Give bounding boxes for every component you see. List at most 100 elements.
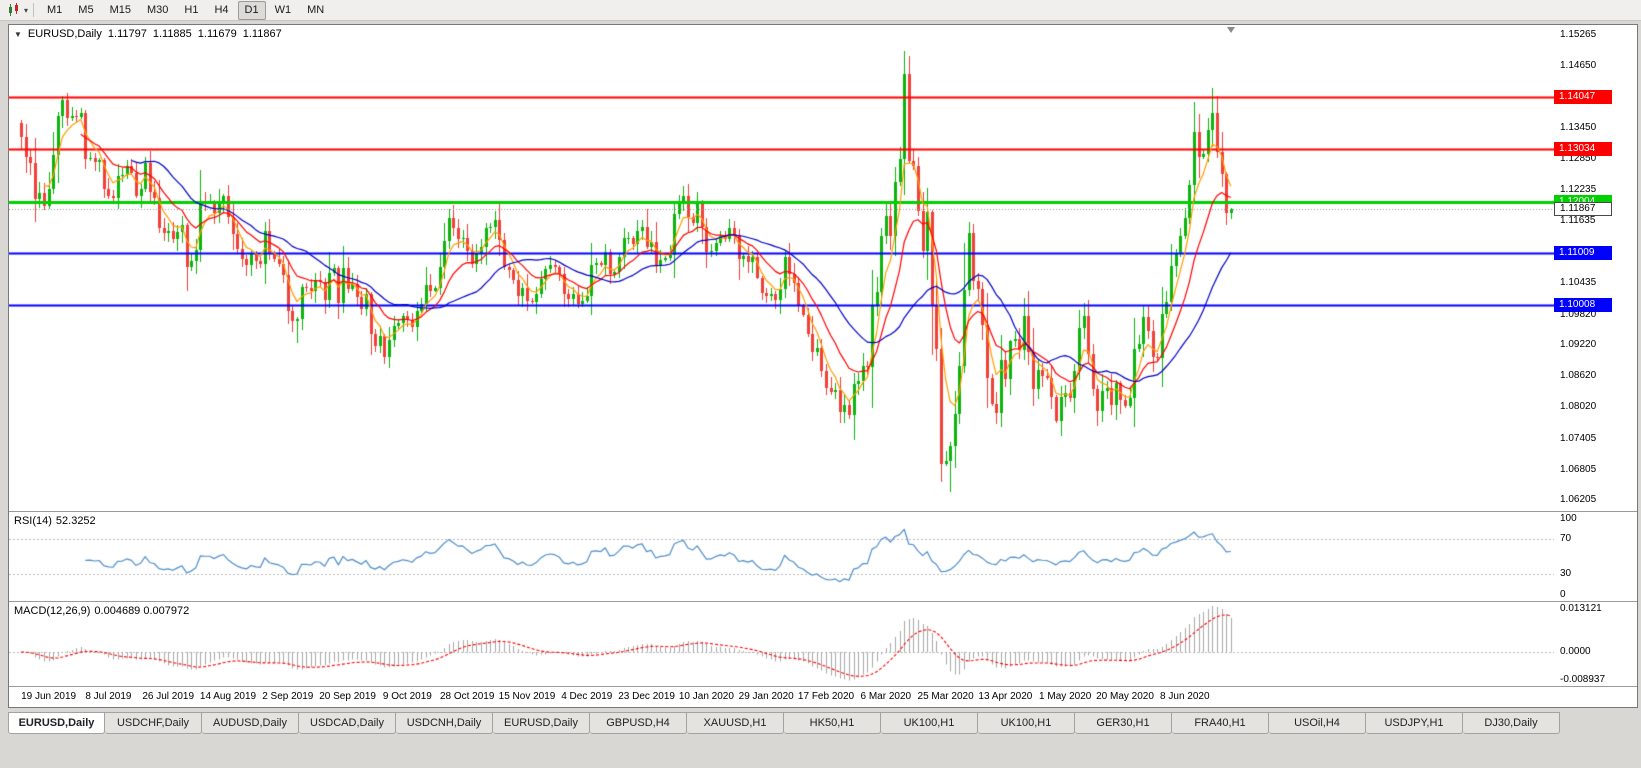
date-axis-label: 8 Jun 2020 [1160, 691, 1210, 702]
chart-tab-uk100-h1[interactable]: UK100,H1 [881, 712, 978, 734]
timeframe-button-m1[interactable]: M1 [47, 3, 63, 16]
rsi-axis-label: 0 [1560, 589, 1566, 600]
price-axis-label: 1.07405 [1560, 432, 1597, 444]
date-axis-label: 9 Oct 2019 [382, 691, 432, 702]
price-axis-label: 1.14650 [1560, 60, 1597, 72]
timeframe-button-m15[interactable]: M15 [109, 3, 131, 16]
timeframe-button-w1[interactable]: W1 [274, 3, 292, 16]
toolbar-separator [33, 3, 35, 17]
price-axis-label: 1.13450 [1560, 121, 1597, 133]
chart-tab-gbpusd-h4[interactable]: GBPUSD,H4 [590, 712, 687, 734]
rsi-name: RSI(14) [14, 515, 52, 527]
chart-type-icon[interactable] [4, 2, 24, 18]
date-axis-label: 2 Sep 2019 [262, 691, 314, 702]
macd-values: 0.004689 0.007972 [94, 605, 190, 617]
price-axis-label: 1.06805 [1560, 463, 1597, 475]
chart-window: ▼ EURUSD,Daily 1.11797 1.11885 1.11679 1… [8, 24, 1638, 708]
macd-name: MACD(12,26,9) [14, 605, 91, 617]
date-axis-label: 29 Jan 2020 [738, 691, 794, 702]
price-level-box: 1.13034 [1554, 142, 1612, 157]
chart-tab-eurusd-daily[interactable]: EURUSD,Daily [8, 712, 105, 734]
chart-tab-hk50-h1[interactable]: HK50,H1 [784, 712, 881, 734]
candlestick-chart-icon [9, 3, 18, 16]
timeframe-buttons: M1 M5 M15 M30 H1 H4 D1 W1 MN [40, 0, 333, 20]
timeframe-button-h4[interactable]: H4 [214, 3, 229, 16]
price-axis-label: 1.09820 [1560, 308, 1597, 320]
date-axis-label: 10 Jan 2020 [678, 691, 734, 702]
chart-tab-usdjpy-h1[interactable]: USDJPY,H1 [1366, 712, 1463, 734]
rsi-axis-label: 70 [1560, 532, 1572, 544]
chart-shift-marker[interactable] [1227, 27, 1235, 33]
price-axis-label: 1.11635 [1560, 215, 1596, 227]
chart-tab-usdcnh-daily[interactable]: USDCNH,Daily [396, 712, 493, 734]
price-axis: 1.15265 1.14650 1.13450 1.12850 1.12235 1.116… [1554, 25, 1637, 707]
date-axis-label: 15 Nov 2019 [498, 691, 556, 702]
price-axis-label: 1.12850 [1560, 152, 1597, 164]
timeframe-toolbar: ▾ M1 M5 M15 M30 H1 H4 D1 W1 MN [0, 0, 1641, 21]
timeframe-button-m5[interactable]: M5 [78, 3, 94, 16]
date-axis-label: 13 Apr 2020 [978, 691, 1033, 702]
ohlc-low: 1.11679 [197, 28, 237, 40]
date-axis-label: 26 Jul 2019 [142, 691, 195, 702]
ohlc-high: 1.11885 [152, 28, 192, 40]
one-click-trading-icon[interactable]: ▼ [14, 29, 22, 39]
price-axis-label: 1.12235 [1560, 184, 1597, 196]
current-price-box: 1.11867 [1554, 202, 1612, 217]
timeframe-button-mn[interactable]: MN [307, 3, 325, 16]
price-axis-label: 1.09220 [1560, 339, 1597, 351]
date-axis-label: 17 Feb 2020 [797, 691, 855, 702]
chart-tab-audusd-daily[interactable]: AUDUSD,Daily [202, 712, 299, 734]
pane-separator-macd-dates [9, 686, 1637, 687]
rsi-value: 52.3252 [55, 515, 96, 527]
date-axis-label: 25 Mar 2020 [917, 691, 974, 702]
pane-separator-rsi-macd[interactable] [9, 601, 1637, 602]
date-axis-label: 20 May 2020 [1096, 691, 1154, 702]
date-axis-label: 8 Jul 2019 [85, 691, 132, 702]
date-axis-label: 28 Oct 2019 [439, 691, 495, 702]
price-axis-label: 1.08020 [1560, 401, 1597, 413]
timeframe-button-h1[interactable]: H1 [184, 3, 199, 16]
price-axis-label: 1.10435 [1560, 276, 1597, 288]
date-axis: 19 Jun 2019 8 Jul 2019 26 Jul 2019 14 Aug 2… [9, 687, 1554, 707]
price-chart-canvas[interactable] [9, 25, 1554, 687]
chart-tab-ger30-h1[interactable]: GER30,H1 [1075, 712, 1172, 734]
chart-tab-dj30-daily[interactable]: DJ30,Daily [1463, 712, 1560, 734]
rsi-axis-label: 30 [1560, 568, 1572, 580]
price-level-box: 1.11009 [1554, 246, 1612, 261]
price-level-box: 1.14047 [1554, 90, 1612, 105]
ohlc-close: 1.11867 [242, 28, 282, 40]
rsi-axis-label: 100 [1560, 513, 1577, 524]
timeframe-button-m30[interactable]: M30 [146, 3, 169, 16]
chart-tab-xauusd-h1[interactable]: XAUUSD,H1 [687, 712, 784, 734]
chart-tab-usdchf-daily[interactable]: USDCHF,Daily [105, 712, 202, 734]
chart-tab-eurusd-daily[interactable]: EURUSD,Daily [493, 712, 590, 734]
chart-symbol-period: EURUSD,Daily [27, 28, 102, 40]
macd-indicator-label: MACD(12,26,9) 0.004689 0.007972 [14, 605, 193, 617]
date-axis-label: 6 Mar 2020 [860, 691, 912, 702]
date-axis-label: 19 Jun 2019 [21, 691, 77, 702]
price-level-box: 1.10008 [1554, 297, 1612, 312]
macd-axis-label: -0.008937 [1560, 674, 1606, 685]
price-axis-label: 1.06205 [1560, 494, 1597, 506]
price-axis-label: 1.15265 [1560, 28, 1597, 40]
chart-tab-usdcad-daily[interactable]: USDCAD,Daily [299, 712, 396, 734]
macd-axis-label: 0.0000 [1560, 645, 1591, 657]
chart-tab-fra40-h1[interactable]: FRA40,H1 [1172, 712, 1269, 734]
chart-tab-uk100-h1[interactable]: UK100,H1 [978, 712, 1075, 734]
pane-separator-main-rsi[interactable] [9, 511, 1637, 512]
date-axis-label: 20 Sep 2019 [319, 691, 376, 702]
timeframe-button-d1[interactable]: D1 [237, 0, 266, 20]
date-axis-label: 14 Aug 2019 [199, 691, 257, 702]
date-axis-label: 4 Dec 2019 [561, 691, 613, 702]
rsi-indicator-label: RSI(14) 52.3252 [14, 515, 100, 527]
chart-tab-bar: EURUSD,Daily USDCHF,Daily AUDUSD,Daily USDC… [8, 712, 1560, 734]
date-axis-label: 1 May 2020 [1039, 691, 1092, 702]
date-axis-label: 23 Dec 2019 [618, 691, 675, 702]
ohlc-open: 1.11797 [107, 28, 147, 40]
chart-ohlc-header: ▼ EURUSD,Daily 1.11797 1.11885 1.11679 1… [14, 28, 282, 40]
chart-type-dropdown-caret-icon[interactable]: ▾ [24, 5, 29, 15]
macd-axis-label: 0.013121 [1560, 603, 1602, 614]
chart-tab-usoil-h4[interactable]: USOil,H4 [1269, 712, 1366, 734]
price-axis-label: 1.08620 [1560, 370, 1597, 382]
